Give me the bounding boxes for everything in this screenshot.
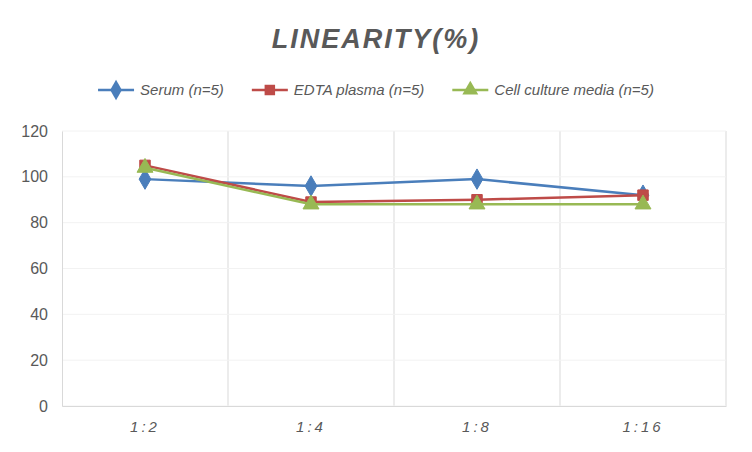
legend-item: Cell culture media (n=5) [452, 81, 654, 98]
grid-line [62, 268, 726, 269]
marker [471, 169, 483, 189]
tick-label: 1:2 [130, 418, 160, 435]
tick: 80 [30, 214, 62, 231]
tick: 1:2 [130, 406, 160, 435]
grid-line [62, 131, 726, 132]
tick-label: 1:4 [296, 418, 326, 435]
legend-label: Serum (n=5) [140, 81, 224, 98]
tick-label: 1:16 [622, 418, 663, 435]
tick: 120 [21, 123, 62, 140]
legend-label: Cell culture media (n=5) [494, 81, 654, 98]
x-axis: 1:2 1:4 1:8 1:16 [63, 406, 727, 435]
marker [137, 158, 153, 172]
tick: 60 [30, 260, 62, 277]
grid-line [62, 314, 726, 315]
grid [62, 131, 726, 406]
legend-marker [110, 80, 122, 100]
background [0, 0, 752, 452]
axis-line [62, 132, 63, 407]
marker [635, 195, 651, 209]
title: LINEARITY(%) [272, 24, 481, 54]
tick: 1:8 [462, 406, 492, 435]
marker [469, 195, 485, 209]
legend-label: EDTA plasma (n=5) [294, 81, 424, 98]
y-axis: 0 20 40 60 80 100 120 [21, 123, 62, 415]
legend-marker [462, 81, 478, 95]
series-line [145, 168, 643, 205]
tick: 40 [30, 306, 62, 323]
legend-item: EDTA plasma (n=5) [252, 81, 424, 98]
tick: 100 [21, 168, 62, 185]
grid-line [62, 406, 726, 407]
tick-label: 60 [30, 260, 48, 277]
series-group [137, 158, 651, 208]
tick: 1:4 [296, 406, 326, 435]
grid-line [62, 176, 726, 177]
tick-label: 80 [30, 214, 48, 231]
tick-label: 40 [30, 306, 48, 323]
marker [305, 176, 317, 196]
tick-label: 120 [21, 123, 48, 140]
legend-marker [265, 85, 275, 95]
tick-label: 0 [39, 398, 48, 415]
legend: Serum (n=5) EDTA plasma (n=5) Cell culture… [98, 80, 654, 100]
axis-line [63, 406, 727, 407]
tick: 0 [39, 398, 62, 415]
tick-label: 1:8 [462, 418, 492, 435]
marker [303, 195, 319, 209]
tick-label: 20 [30, 352, 48, 369]
legend-item: Serum (n=5) [98, 80, 224, 100]
grid-line [62, 360, 726, 361]
tick-label: 100 [21, 168, 48, 185]
grid-line [62, 222, 726, 223]
plot: 0 20 40 60 80 100 120 1:2 1:4 1:8 1:16 [21, 123, 726, 435]
tick: 1:16 [622, 406, 663, 435]
chart: LINEARITY(%) 0 20 40 60 80 100 120 1:2 1:4 1:8 1:16… [0, 0, 752, 452]
tick: 20 [30, 352, 62, 369]
